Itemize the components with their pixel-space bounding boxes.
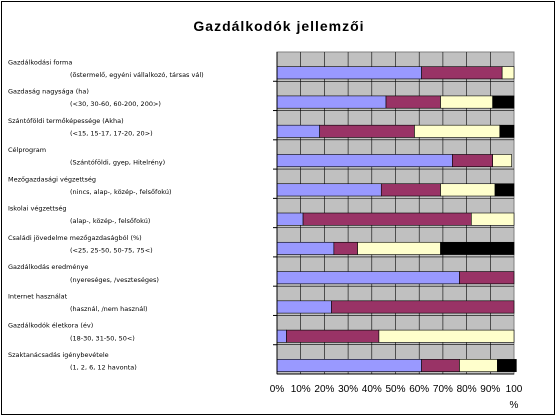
bar-segment <box>497 359 517 372</box>
bar-segment <box>452 154 493 168</box>
bar-segment <box>385 95 441 109</box>
category-sublabel: (alap-, közép-, felsőfokú) <box>70 216 150 225</box>
bar-segment <box>276 329 287 343</box>
bar-segment <box>421 359 460 372</box>
bar-segment <box>440 241 515 255</box>
bar-segment <box>459 359 498 372</box>
x-tick-label: 10% <box>291 384 311 395</box>
bar-segment <box>286 329 380 343</box>
bar-segment <box>276 300 332 314</box>
category-sublabel: (használ, /nem használ) <box>70 305 148 313</box>
category-label: Szántóföldi termőképessége (Akha) <box>8 116 124 125</box>
bar-segment <box>414 124 501 138</box>
x-tick-label: 50% <box>385 384 405 395</box>
category-label: Célprogram <box>8 146 46 154</box>
bar-segment <box>276 154 453 168</box>
x-tick-label: 40% <box>362 384 382 395</box>
x-tick-label: 20% <box>314 384 334 395</box>
bar-segment <box>276 95 387 109</box>
category-label: Iskolai végzettség <box>8 205 66 213</box>
category-label: Gazdaság nagysága (ha) <box>8 88 89 96</box>
category-label: Internet használat <box>8 292 68 300</box>
category-label: Családi jövedelme mezőgazdaságból (%) <box>8 233 142 242</box>
category-sublabel: (nincs, alap-, közép-, felsőfokú) <box>70 187 172 196</box>
category-sublabel: (18-30, 31-50, 50<) <box>70 334 135 342</box>
category-sublabel: (nyereséges, /veszteséges) <box>70 276 159 284</box>
bar-segment <box>357 241 441 255</box>
bar-segment <box>378 329 515 343</box>
bar-segment <box>276 241 335 255</box>
bar-segment <box>276 124 320 138</box>
x-tick-label: 60% <box>409 384 429 395</box>
bar-segment <box>492 95 515 109</box>
category-sublabel: (<25, 25-50, 50-75, 75<) <box>70 247 153 255</box>
bar-segment <box>421 66 503 80</box>
chart-title: Gazdálkodók jellemzői <box>193 18 365 34</box>
bar-segment <box>471 212 515 226</box>
x-axis-label: % <box>510 400 519 411</box>
x-tick-label: 30% <box>338 384 358 395</box>
bar-segment <box>459 271 515 285</box>
bar-segment <box>319 124 415 138</box>
bar-segment <box>276 271 460 285</box>
category-sublabel: (Szántóföldi, gyep, Hitelrény) <box>70 159 165 167</box>
category-sublabel: (1, 2, 6, 12 havonta) <box>70 364 137 372</box>
category-label: Gazdálkodás eredménye <box>8 263 88 271</box>
x-tick-label: 90% <box>480 384 500 395</box>
category-sublabel: (<30, 30-60, 60-200, 200>) <box>70 100 161 108</box>
x-tick-label: 100 <box>506 384 523 395</box>
bar-segment <box>276 359 422 372</box>
category-sublabel: (õstermelő, egyéni vállalkozó, társas vá… <box>70 70 204 79</box>
bar-segment <box>276 183 382 197</box>
bar-segment <box>499 124 515 138</box>
bar-segment <box>440 183 496 197</box>
x-tick-label: 0% <box>270 384 285 395</box>
bar-segment <box>333 241 358 255</box>
category-label: Gazdálkodók életkora (év) <box>8 322 93 330</box>
category-label: Gazdálkodási forma <box>8 58 72 66</box>
bar-segment <box>492 154 512 168</box>
category-label: Mezőgazdasági végzettség <box>8 174 96 183</box>
bar-segment <box>380 183 441 197</box>
bar-segment <box>276 212 304 226</box>
category-sublabel: (<15, 15-17, 17-20, 20>) <box>70 129 153 137</box>
x-tick-label: 70% <box>433 384 453 395</box>
category-label: Szaktanácsadás igénybevétele <box>8 351 109 359</box>
bar-segment <box>276 66 422 80</box>
bar-segment <box>302 212 472 226</box>
bar-segment <box>501 66 515 80</box>
bar-segment <box>331 300 515 314</box>
x-tick-label: 80% <box>457 384 477 395</box>
bar-segment <box>440 95 493 109</box>
bar-segment <box>494 183 515 197</box>
